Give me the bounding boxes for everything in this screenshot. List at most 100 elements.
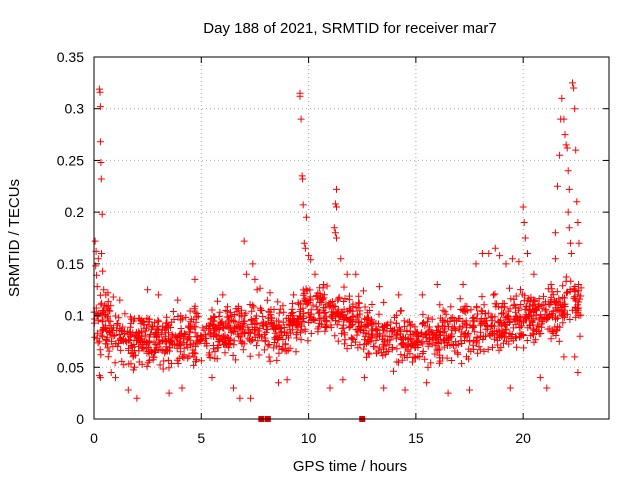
data-point	[566, 316, 574, 323]
data-point	[441, 308, 449, 316]
data-point	[314, 306, 322, 314]
data-point	[271, 329, 279, 337]
data-point	[528, 316, 536, 324]
y-tick-label: 0	[76, 411, 84, 427]
data-point	[154, 291, 162, 299]
data-point	[522, 311, 530, 319]
data-point	[411, 354, 419, 362]
data-point	[432, 334, 440, 342]
data-point	[368, 330, 376, 338]
data-point	[104, 289, 112, 297]
data-point	[353, 331, 361, 339]
data-point	[112, 312, 120, 320]
data-point	[418, 338, 426, 346]
data-point	[436, 301, 444, 309]
data-point	[317, 314, 325, 322]
data-point	[465, 330, 473, 338]
data-point	[97, 351, 105, 359]
y-tick-label: 0.1	[65, 308, 85, 324]
data-point	[159, 365, 167, 373]
data-point	[441, 317, 449, 325]
data-point	[408, 320, 416, 328]
data-point	[103, 337, 110, 345]
data-points	[90, 79, 585, 402]
data-point	[530, 270, 538, 278]
data-point	[483, 325, 491, 333]
data-point	[109, 332, 117, 340]
data-point	[186, 328, 194, 336]
data-point	[160, 357, 168, 365]
data-point	[314, 325, 322, 333]
data-point	[504, 312, 512, 320]
data-point	[502, 326, 510, 334]
data-point	[341, 329, 349, 337]
data-point	[173, 356, 181, 364]
data-point	[303, 300, 311, 308]
data-point	[143, 362, 151, 370]
chart-title: Day 188 of 2021, SRMTID for receiver mar…	[203, 20, 496, 37]
data-point	[433, 281, 441, 288]
data-point	[380, 384, 388, 392]
data-point	[275, 343, 283, 350]
data-point	[96, 374, 104, 382]
data-point	[551, 255, 559, 263]
data-point	[515, 304, 523, 312]
data-point	[196, 337, 204, 345]
data-point	[482, 332, 489, 340]
data-point	[551, 229, 559, 237]
data-point	[560, 353, 568, 361]
data-point	[384, 337, 392, 345]
data-point	[537, 311, 545, 319]
data-point	[299, 175, 307, 183]
data-point	[173, 336, 181, 344]
data-point	[470, 313, 478, 321]
data-point	[275, 309, 283, 317]
data-point	[297, 115, 305, 123]
data-point	[488, 330, 496, 338]
data-point	[480, 347, 488, 355]
data-point	[226, 312, 234, 320]
data-point	[95, 85, 103, 93]
data-point	[213, 355, 221, 363]
data-point	[248, 307, 256, 315]
data-point	[326, 384, 334, 392]
data-point	[96, 103, 104, 111]
data-point	[111, 359, 119, 367]
data-point	[245, 329, 253, 337]
data-point	[400, 317, 408, 325]
data-point	[439, 329, 447, 337]
data-point	[364, 349, 372, 357]
data-point	[180, 330, 188, 338]
data-point	[137, 337, 144, 345]
data-point	[341, 295, 349, 302]
data-point	[94, 317, 102, 325]
data-point	[500, 300, 508, 308]
data-point	[239, 325, 247, 333]
data-point	[379, 335, 387, 343]
data-point	[335, 306, 343, 314]
data-point	[93, 329, 101, 337]
data-point	[392, 335, 400, 343]
data-point	[418, 291, 426, 299]
data-point	[333, 321, 341, 329]
data-point	[472, 260, 480, 268]
data-point	[375, 310, 383, 318]
data-point	[575, 239, 583, 247]
data-point	[515, 258, 523, 266]
data-point	[253, 286, 261, 294]
x-tick-label: 10	[301, 430, 317, 446]
data-point	[506, 305, 514, 313]
data-point	[206, 330, 214, 338]
data-point	[560, 115, 568, 123]
data-point	[516, 324, 524, 332]
data-point	[368, 301, 376, 308]
data-point	[576, 295, 584, 303]
data-point	[434, 346, 442, 354]
data-point	[521, 234, 529, 242]
data-point	[218, 318, 226, 326]
data-point	[258, 333, 266, 341]
data-point	[102, 302, 110, 310]
data-point	[100, 286, 108, 294]
data-point	[247, 337, 255, 345]
data-point	[506, 384, 514, 392]
